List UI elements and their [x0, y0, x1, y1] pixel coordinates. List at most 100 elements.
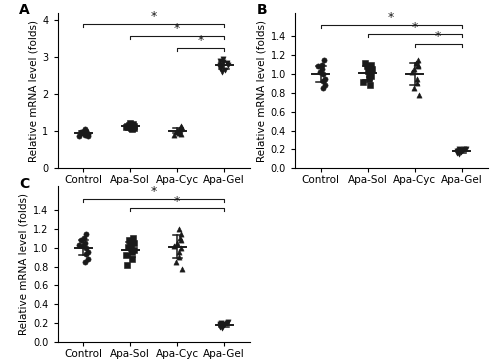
Point — [224, 62, 232, 67]
Point — [218, 325, 226, 331]
Point — [84, 131, 92, 137]
Point — [364, 71, 372, 77]
Point — [220, 323, 228, 329]
Point — [318, 66, 326, 72]
Point — [222, 67, 230, 73]
Point — [177, 123, 185, 129]
Point — [77, 129, 85, 135]
Point — [361, 60, 369, 66]
Point — [218, 65, 226, 71]
Point — [172, 240, 180, 246]
Point — [80, 235, 88, 241]
Text: *: * — [174, 195, 180, 208]
Point — [414, 62, 422, 67]
Point — [360, 79, 368, 84]
Point — [320, 71, 328, 77]
Point — [82, 231, 90, 236]
Point — [84, 256, 92, 262]
Point — [170, 132, 178, 138]
Point — [216, 63, 224, 69]
Point — [453, 150, 461, 156]
Point — [122, 252, 130, 258]
Text: C: C — [19, 177, 29, 191]
Point — [176, 249, 184, 255]
Point — [177, 237, 185, 243]
Point — [220, 56, 228, 62]
Text: *: * — [174, 22, 180, 35]
Point — [216, 322, 224, 328]
Point — [130, 240, 138, 246]
Point — [126, 120, 134, 126]
Point — [410, 66, 418, 72]
Point — [218, 69, 226, 75]
Point — [216, 323, 224, 329]
Point — [320, 57, 328, 63]
Point — [176, 124, 184, 130]
Point — [321, 76, 329, 81]
Text: *: * — [412, 21, 418, 34]
Point — [366, 76, 374, 81]
Point — [408, 69, 416, 75]
Point — [316, 69, 324, 75]
Point — [128, 249, 136, 255]
Point — [457, 150, 465, 155]
Text: *: * — [150, 185, 157, 198]
Text: *: * — [435, 30, 442, 43]
Point — [412, 60, 420, 66]
Point — [82, 129, 90, 135]
Point — [176, 254, 184, 260]
Point — [176, 235, 184, 241]
Point — [129, 235, 137, 241]
Point — [368, 73, 376, 79]
Point — [322, 83, 330, 88]
Y-axis label: Relative mRNA level (folds): Relative mRNA level (folds) — [256, 20, 266, 161]
Point — [216, 324, 224, 330]
Point — [170, 243, 178, 249]
Point — [462, 146, 470, 151]
Point — [413, 80, 421, 86]
Point — [413, 76, 421, 81]
Point — [216, 58, 224, 64]
Point — [368, 66, 376, 72]
Point — [176, 128, 184, 134]
Point — [176, 231, 184, 236]
Point — [75, 133, 83, 139]
Point — [414, 57, 422, 63]
Point — [362, 64, 370, 70]
Text: B: B — [256, 3, 267, 17]
Point — [177, 245, 185, 251]
Point — [126, 242, 134, 248]
Point — [318, 62, 326, 67]
Point — [75, 242, 83, 248]
Point — [415, 92, 423, 98]
Point — [454, 150, 462, 155]
Point — [128, 256, 136, 262]
Point — [129, 121, 137, 127]
Point — [457, 148, 465, 154]
Point — [124, 244, 132, 250]
Point — [128, 126, 136, 132]
Point — [410, 85, 418, 91]
Point — [366, 83, 374, 88]
Point — [314, 64, 322, 70]
Point — [460, 147, 468, 152]
Point — [456, 151, 464, 157]
Point — [82, 129, 90, 134]
Point — [177, 131, 185, 137]
Point — [128, 125, 136, 131]
Point — [220, 59, 228, 64]
Y-axis label: Relative mRNA level (folds): Relative mRNA level (folds) — [28, 20, 38, 161]
Point — [178, 125, 186, 131]
Point — [222, 321, 230, 327]
Point — [218, 320, 226, 326]
Point — [84, 249, 92, 255]
Point — [84, 133, 92, 139]
Point — [82, 132, 90, 138]
Point — [366, 62, 374, 67]
Point — [125, 237, 133, 243]
Point — [127, 125, 135, 130]
Point — [127, 245, 135, 251]
Point — [77, 237, 85, 243]
Point — [178, 266, 186, 272]
Point — [82, 130, 90, 136]
